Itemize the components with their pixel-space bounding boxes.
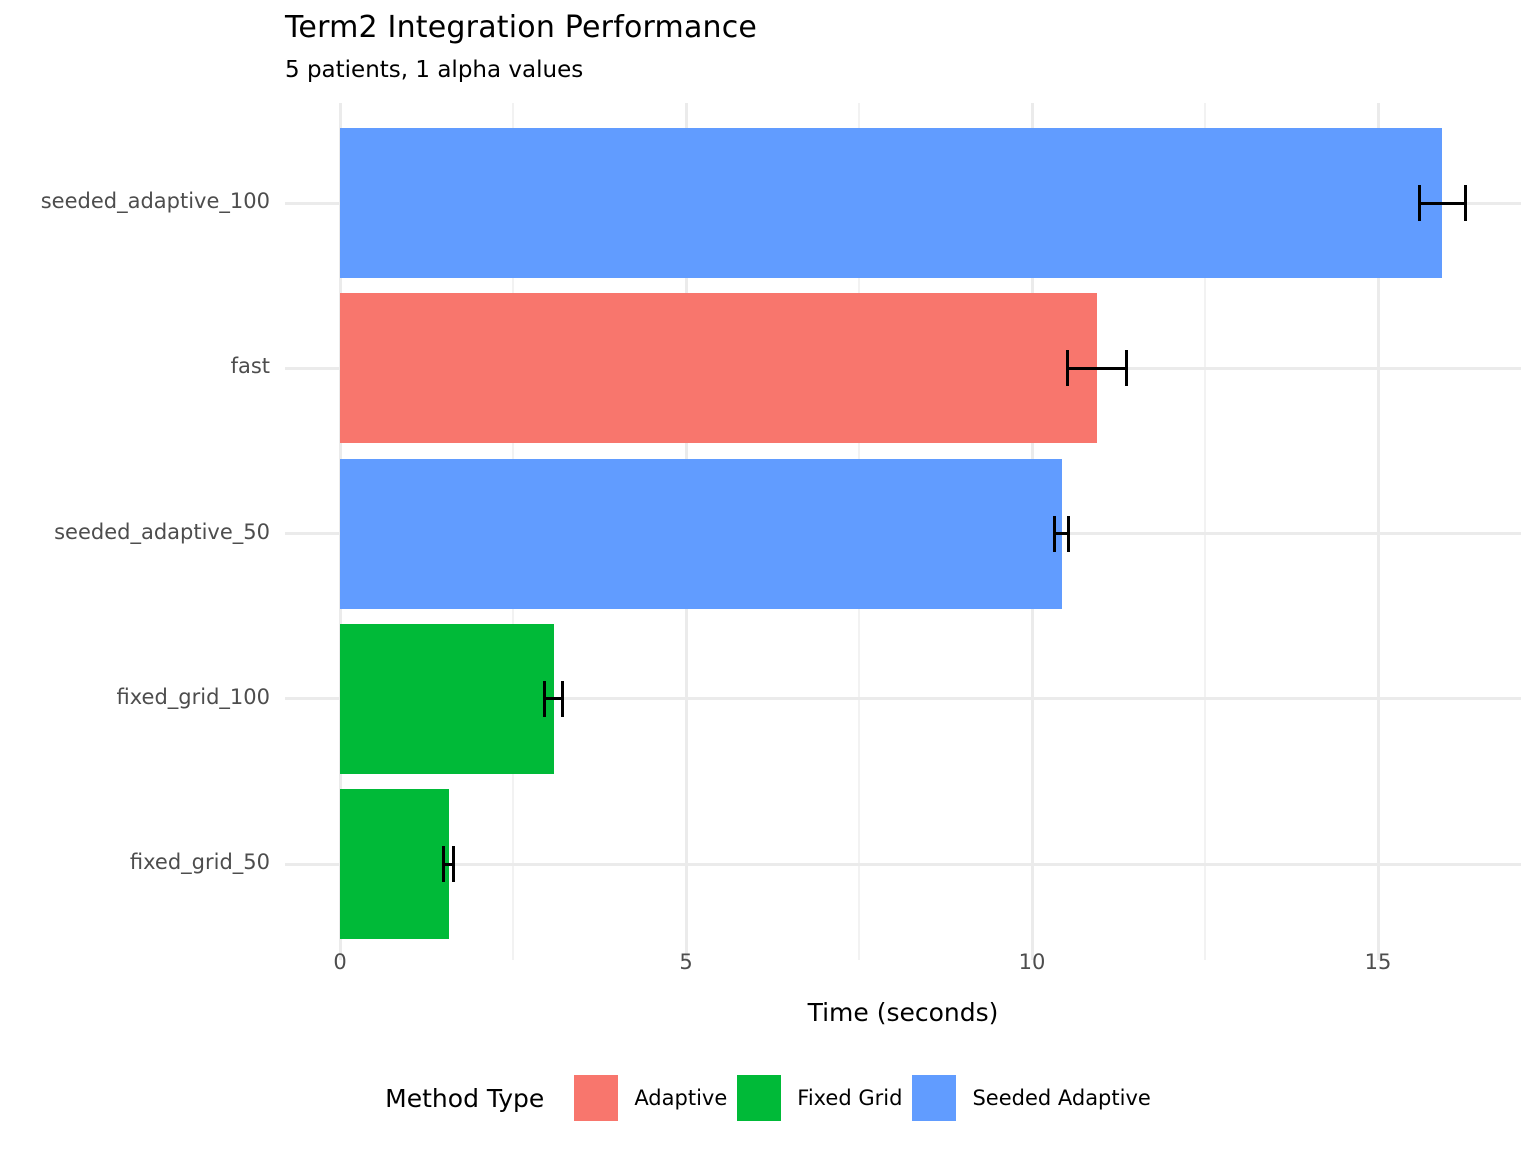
chart-subtitle: 5 patients, 1 alpha values <box>285 57 584 83</box>
bar-seeded_adaptive_50 <box>340 458 1062 609</box>
y-tick-label-fast: fast <box>230 354 270 379</box>
error-bar-cap-low-seeded_adaptive_100 <box>1418 185 1422 221</box>
error-bar-cap-high-fast <box>1125 350 1129 387</box>
legend-label: Fixed Grid <box>797 1086 903 1110</box>
legend-entry-fixed-grid: Fixed Grid <box>737 1075 902 1121</box>
x-tick-label-15: 15 <box>1364 950 1392 974</box>
error-bar-fixed_grid_50 <box>443 862 454 866</box>
legend-entries: Adaptive Fixed Grid Seeded Adaptive <box>564 1075 1151 1121</box>
legend-label: Seeded Adaptive <box>972 1086 1151 1110</box>
error-bar-cap-high-seeded_adaptive_50 <box>1067 515 1071 552</box>
x-tick-label-0: 0 <box>333 950 347 974</box>
gridline-x-minor-12.5 <box>1204 103 1206 960</box>
legend-swatch-fixed-grid <box>737 1075 782 1121</box>
y-tick-label-fixed_grid_100: fixed_grid_100 <box>116 684 270 709</box>
y-tick-label-fixed_grid_50: fixed_grid_50 <box>129 850 270 874</box>
plot-panel <box>285 103 1521 960</box>
x-tick-label-5: 5 <box>679 950 693 974</box>
error-bar-cap-low-seeded_adaptive_50 <box>1053 515 1057 552</box>
bar-seeded_adaptive_100 <box>340 128 1443 278</box>
x-axis-title: Time (seconds) <box>807 998 999 1027</box>
error-bar-cap-high-fixed_grid_50 <box>451 846 455 882</box>
error-bar-cap-low-fixed_grid_100 <box>543 680 547 717</box>
legend-swatch-adaptive <box>574 1075 619 1121</box>
legend-label: Adaptive <box>634 1086 728 1110</box>
error-bar-cap-high-fixed_grid_100 <box>561 680 565 717</box>
error-bar-seeded_adaptive_100 <box>1419 201 1466 205</box>
gridline-y-fixed_grid_50 <box>285 862 1521 866</box>
gridline-y-fixed_grid_100 <box>285 697 1521 701</box>
legend-entry-adaptive: Adaptive <box>574 1075 727 1121</box>
y-tick-label-seeded_adaptive_50: seeded_adaptive_50 <box>54 519 270 544</box>
bar-fast <box>340 293 1098 444</box>
error-bar-fast <box>1067 366 1127 370</box>
legend-swatch-seeded-adaptive <box>912 1075 957 1121</box>
y-tick-label-seeded_adaptive_100: seeded_adaptive_100 <box>40 189 270 213</box>
error-bar-cap-high-seeded_adaptive_100 <box>1463 185 1467 221</box>
error-bar-fixed_grid_100 <box>544 697 563 701</box>
error-bar-cap-low-fast <box>1065 350 1069 387</box>
legend-title: Method Type <box>385 1083 545 1113</box>
bar-fixed_grid_100 <box>340 623 554 774</box>
error-bar-cap-low-fixed_grid_50 <box>442 846 446 882</box>
bar-fixed_grid_50 <box>340 789 449 939</box>
legend-entry-seeded-adaptive: Seeded Adaptive <box>912 1075 1151 1121</box>
error-bar-seeded_adaptive_50 <box>1054 532 1069 535</box>
gridline-x-major-15 <box>1376 103 1380 960</box>
x-tick-label-10: 10 <box>1018 950 1046 974</box>
chart-title: Term2 Integration Performance <box>285 10 758 45</box>
legend: Method Type Adaptive Fixed Grid Seeded Ada… <box>0 1072 1536 1124</box>
